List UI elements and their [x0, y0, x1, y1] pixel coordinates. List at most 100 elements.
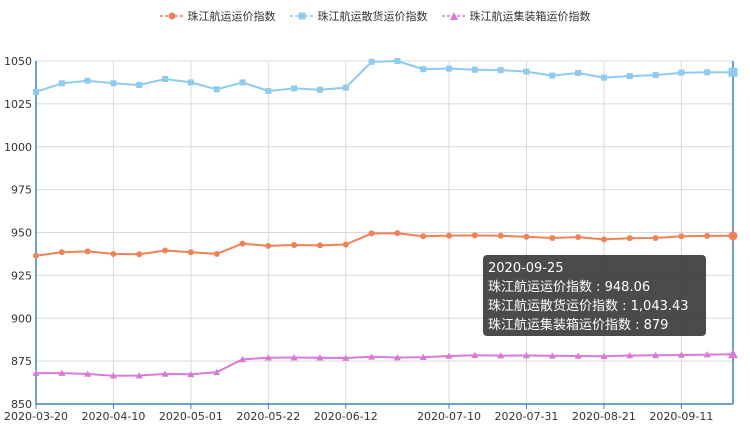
y-tick-label: 1000 — [4, 141, 32, 154]
data-point-circle — [446, 232, 453, 239]
data-point-triangle — [600, 352, 608, 360]
data-point-square — [213, 86, 220, 93]
data-point-square — [265, 88, 272, 95]
data-point-triangle — [135, 372, 143, 379]
data-point-triangle — [58, 369, 66, 376]
x-tick-label: 2020-09-11 — [649, 410, 713, 423]
x-tick-label: 2020-08-21 — [572, 410, 636, 423]
legend-label-bulk: 珠江航运散货运价指数 — [317, 10, 428, 23]
y-tick-label: 850 — [11, 398, 32, 411]
data-point-square — [239, 79, 246, 86]
data-point-triangle — [84, 370, 92, 377]
chart-legend: 珠江航运运价指数 珠江航运散货运价指数 珠江航运集装箱运价指数 — [0, 8, 750, 24]
y-tick-label: 1050 — [4, 55, 32, 68]
data-point-square — [291, 85, 298, 92]
data-point-circle — [497, 232, 504, 239]
data-point-circle — [187, 249, 194, 256]
data-point-triangle — [109, 372, 117, 379]
data-point-triangle — [574, 352, 582, 359]
y-tick-label: 900 — [11, 312, 32, 325]
data-point-triangle — [393, 354, 401, 361]
data-point-square — [728, 67, 738, 77]
data-point-circle — [213, 250, 220, 257]
legend-item-bulk[interactable]: 珠江航运散货运价指数 — [289, 8, 428, 24]
legend-label-overall: 珠江航运运价指数 — [187, 10, 276, 23]
series-line-0 — [35, 232, 734, 257]
data-point-square — [342, 84, 349, 91]
x-tick-label: 2020-05-01 — [159, 410, 223, 423]
data-point-square — [471, 66, 478, 73]
x-tick-label: 2020-06-12 — [314, 410, 378, 423]
legend-item-overall[interactable]: 珠江航运运价指数 — [159, 8, 276, 24]
data-point-square — [187, 79, 194, 86]
legend-item-container[interactable]: 珠江航运集装箱运价指数 — [441, 8, 591, 24]
data-point-circle — [575, 234, 582, 241]
data-point-square — [704, 69, 711, 76]
data-point-square — [523, 68, 530, 75]
data-point-square — [136, 82, 143, 89]
data-point-circle — [368, 230, 375, 237]
data-point-circle — [394, 230, 401, 237]
data-point-circle — [652, 234, 659, 241]
data-point-circle — [704, 232, 711, 239]
data-point-circle — [626, 235, 633, 242]
x-tick-label: 2020-05-22 — [236, 410, 300, 423]
tooltip-line-bulk: 珠江航运散货运价指数 : 1,043.43 — [488, 299, 689, 314]
data-point-square — [652, 72, 659, 79]
data-point-triangle — [626, 351, 634, 359]
data-point-square — [446, 65, 453, 72]
x-tick-label: 2020-03-20 — [4, 410, 68, 423]
data-point-circle — [420, 233, 427, 240]
data-point-circle — [136, 251, 143, 258]
data-point-circle — [728, 231, 738, 241]
data-point-square — [549, 72, 556, 79]
data-point-triangle — [342, 354, 350, 361]
series-line-2 — [36, 353, 734, 377]
data-point-square — [600, 74, 607, 81]
data-point-square — [420, 66, 427, 73]
data-point-circle — [84, 248, 91, 255]
legend-triangle-marker-icon — [441, 12, 466, 20]
series-line-1 — [35, 59, 733, 93]
data-point-triangle — [368, 353, 376, 360]
data-point-triangle — [445, 352, 453, 359]
legend-circle-marker-icon — [159, 12, 184, 20]
data-point-triangle — [652, 351, 660, 359]
data-point-circle — [471, 232, 478, 239]
data-point-triangle — [32, 369, 40, 376]
y-tick-label: 950 — [11, 227, 32, 240]
legend-label-container: 珠江航运集装箱运价指数 — [469, 10, 591, 23]
data-point-circle — [265, 242, 272, 249]
legend-square-marker-icon — [289, 12, 314, 20]
tooltip-line-overall: 珠江航运运价指数 : 948.06 — [488, 280, 651, 295]
x-tick-label: 2020-07-31 — [495, 410, 559, 423]
data-point-circle — [291, 242, 298, 249]
data-point-circle — [600, 236, 607, 243]
y-tick-label: 1025 — [4, 98, 32, 111]
data-point-square — [316, 86, 323, 93]
tooltip-date: 2020-09-25 — [488, 261, 564, 276]
y-tick-label: 975 — [11, 184, 32, 197]
data-point-triangle — [419, 353, 427, 360]
x-tick-label: 2020-07-10 — [417, 410, 481, 423]
data-point-circle — [549, 234, 556, 241]
data-point-circle — [58, 249, 65, 256]
y-tick-label: 875 — [11, 355, 32, 368]
data-point-circle — [523, 233, 530, 240]
data-point-triangle — [213, 368, 221, 376]
data-point-triangle — [703, 351, 711, 358]
data-point-triangle — [471, 351, 479, 359]
data-point-square — [84, 77, 91, 84]
data-point-triangle — [161, 370, 169, 377]
y-tick-label: 925 — [11, 269, 32, 282]
data-point-square — [626, 73, 633, 80]
data-point-triangle — [522, 351, 530, 359]
data-point-circle — [342, 241, 349, 248]
data-point-circle — [33, 252, 39, 259]
data-point-circle — [316, 242, 323, 249]
data-point-square — [58, 80, 65, 87]
data-point-circle — [678, 233, 685, 240]
tooltip-line-container: 珠江航运集装箱运价指数 : 879 — [488, 318, 669, 333]
data-point-triangle — [264, 354, 272, 361]
